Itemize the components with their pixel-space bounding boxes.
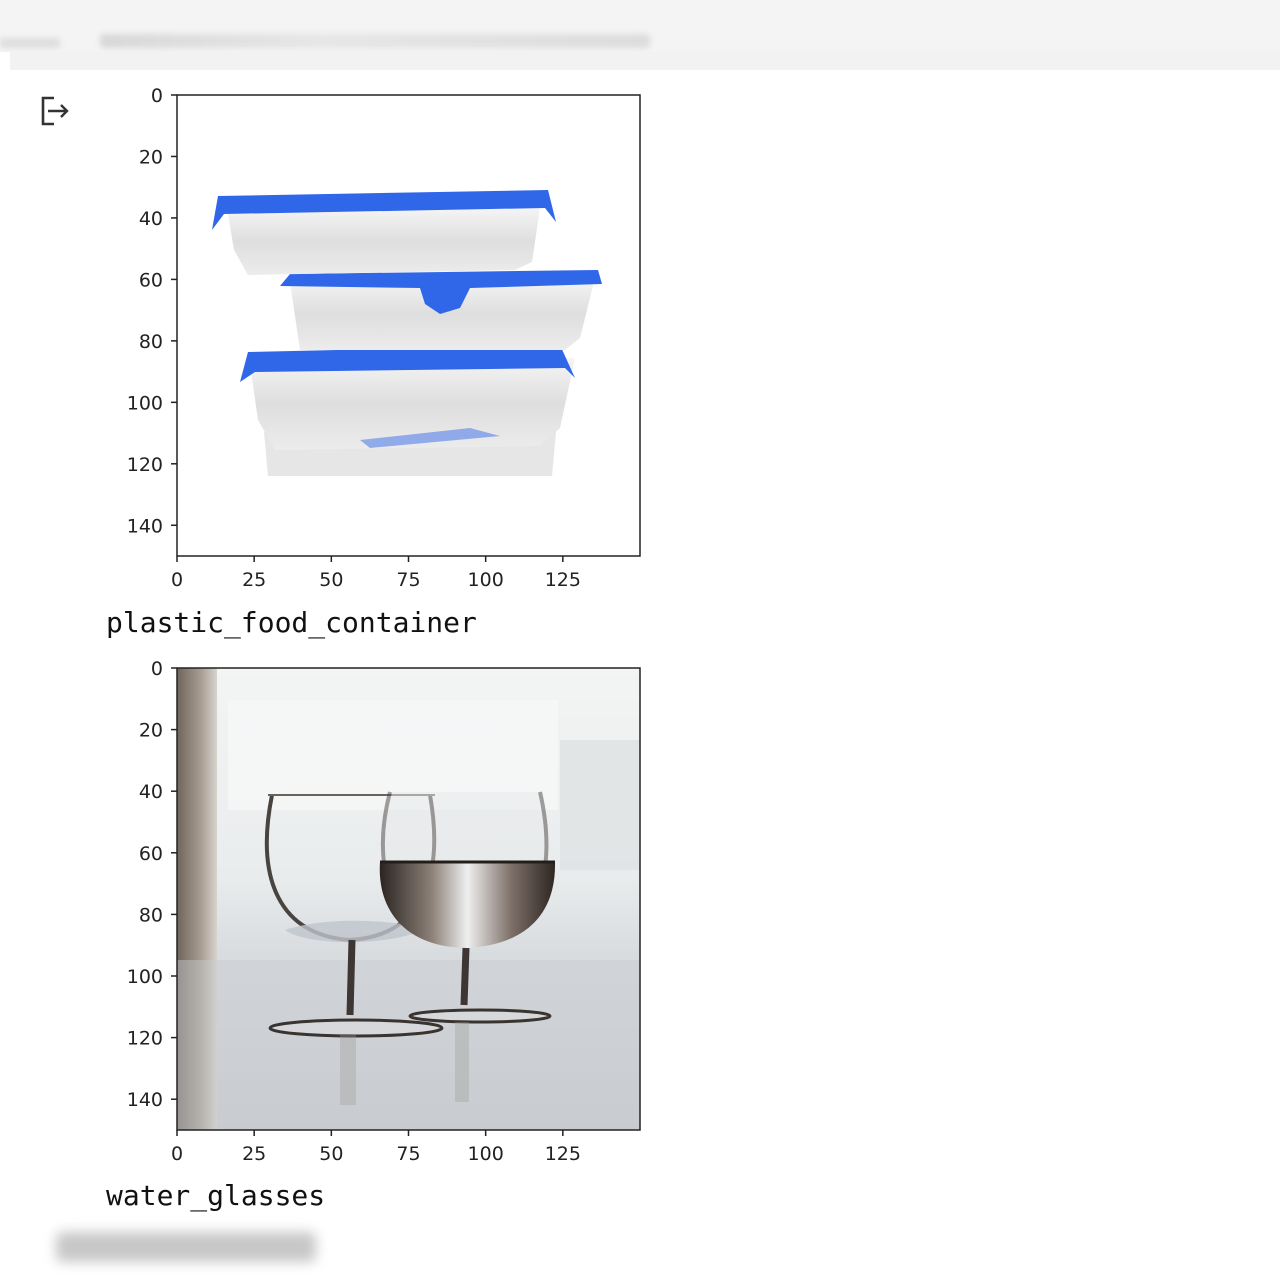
x-tick-label: 0: [171, 569, 183, 591]
x-tick-label: 25: [242, 1143, 266, 1165]
y-tick-label: 40: [139, 208, 163, 230]
x-tick-label: 125: [545, 569, 581, 591]
y-tick-label: 140: [127, 515, 163, 537]
cell-divider: [10, 52, 1280, 70]
y-tick-label: 60: [139, 269, 163, 291]
blurred-bottom-text: [56, 1232, 316, 1262]
output-redirect-icon[interactable]: [40, 96, 72, 126]
y-tick-label: 120: [127, 454, 163, 476]
x-tick-label: 0: [171, 1143, 183, 1165]
plastic-food-container-image: [212, 190, 602, 476]
y-tick-label: 80: [139, 331, 163, 353]
plot-1-axes: 0 20 40 60 80 100 120 140 0 25 50 75 100 125: [127, 85, 641, 591]
notebook-toolbar: [0, 0, 1280, 52]
plot-2-y-axis: 0 20 40 60 80 100 120 140: [127, 658, 177, 1111]
y-tick-label: 100: [127, 966, 163, 988]
y-tick-label: 80: [139, 904, 163, 926]
y-tick-label: 120: [127, 1028, 163, 1050]
x-tick-label: 100: [468, 569, 504, 591]
x-tick-label: 25: [242, 569, 266, 591]
y-tick-label: 20: [139, 146, 163, 168]
y-tick-label: 20: [139, 720, 163, 742]
y-tick-label: 0: [151, 658, 163, 680]
plot-1-x-axis: 0 25 50 75 100 125: [171, 556, 581, 591]
y-tick-label: 140: [127, 1089, 163, 1111]
blurred-toolbar-left: [0, 38, 60, 48]
y-tick-label: 100: [127, 392, 163, 414]
plot-2-axes: 0 20 40 60 80 100 120 140 0 25 50 75 100 125: [127, 658, 641, 1165]
plot-2-caption: water_glasses: [106, 1179, 326, 1212]
plot-2-x-axis: 0 25 50 75 100 125: [171, 1130, 581, 1165]
x-tick-label: 50: [319, 1143, 343, 1165]
x-tick-label: 75: [396, 569, 420, 591]
water-glasses-image: [177, 668, 640, 1130]
y-tick-label: 60: [139, 843, 163, 865]
y-tick-label: 0: [151, 85, 163, 107]
plot-1-y-axis: 0 20 40 60 80 100 120 140: [127, 85, 177, 537]
plot-1-caption: plastic_food_container: [106, 606, 477, 639]
x-tick-label: 125: [545, 1143, 581, 1165]
x-tick-label: 100: [468, 1143, 504, 1165]
x-tick-label: 75: [396, 1143, 420, 1165]
y-tick-label: 40: [139, 781, 163, 803]
x-tick-label: 50: [319, 569, 343, 591]
blurred-cell-header: [100, 34, 650, 48]
